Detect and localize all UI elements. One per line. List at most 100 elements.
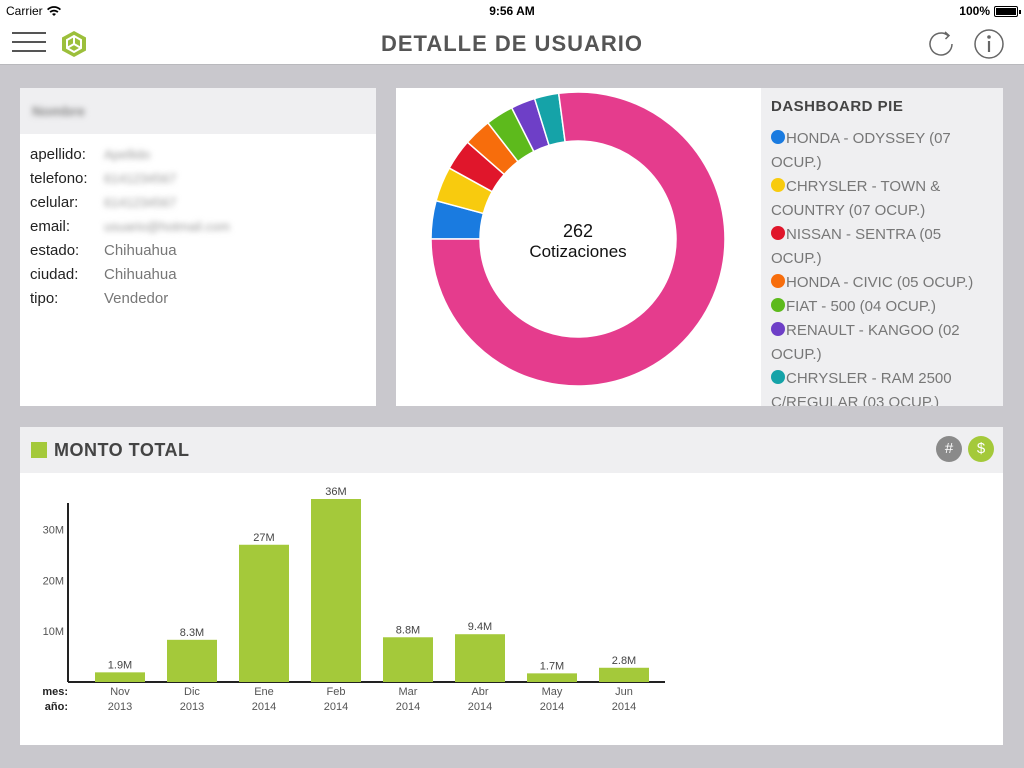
bar[interactable] — [599, 667, 649, 682]
battery-icon — [994, 5, 1021, 17]
donut-center-label: Cotizaciones — [529, 242, 626, 261]
legend-label: NISSAN - SENTRA (05 OCUP.) — [771, 226, 942, 267]
field-value: 6141234567 — [104, 170, 177, 186]
field-value: Apellido — [104, 146, 151, 162]
y-tick-label: 30M — [43, 525, 64, 537]
user-field-row: celular: 6141234567 — [30, 190, 376, 214]
refresh-icon[interactable] — [926, 28, 958, 60]
legend-item: FIAT - 500 (04 OCUP.) — [771, 295, 993, 319]
app-logo-icon — [62, 31, 86, 57]
legend-item: CHRYSLER - RAM 2500 C/REGULAR (03 OCUP.) — [771, 367, 993, 406]
field-value: Chihuahua — [104, 265, 177, 283]
y-tick-label: 20M — [43, 575, 64, 587]
monto-title: MONTO TOTAL — [54, 440, 190, 460]
user-field-row: apellido: Apellido — [30, 142, 376, 166]
legend-color-dot — [771, 274, 785, 288]
user-name: Nombre — [32, 103, 85, 119]
bar-value-label: 1.7M — [540, 660, 564, 672]
x-tick-year: 2014 — [540, 701, 564, 713]
x-tick-month: Abr — [471, 686, 488, 698]
wifi-icon — [46, 5, 61, 16]
x-tick-year: 2014 — [612, 701, 636, 713]
legend-color-dot — [771, 370, 785, 384]
status-time: 9:56 AM — [489, 4, 535, 18]
bar-value-label: 8.3M — [180, 627, 204, 639]
user-field-row: email: usuario@hotmail.com — [30, 214, 376, 238]
carrier-indicator: Carrier — [6, 4, 61, 18]
info-icon[interactable] — [973, 28, 1005, 60]
dashboard-pie-panel: 262 Cotizaciones DASHBOARD PIE HONDA - OD… — [396, 88, 1003, 406]
bar[interactable] — [239, 544, 289, 682]
year-row-label: año: — [45, 701, 68, 713]
legend-color-dot — [771, 226, 785, 240]
x-tick-year: 2014 — [324, 701, 348, 713]
legend-color-dot — [771, 322, 785, 336]
field-label: celular: — [30, 193, 79, 211]
x-tick-year: 2014 — [252, 701, 276, 713]
bar[interactable] — [383, 637, 433, 682]
legend-color-dot — [771, 178, 785, 192]
x-tick-month: Feb — [327, 686, 346, 698]
x-tick-month: Nov — [110, 686, 130, 698]
legend-item: RENAULT - KANGOO (02 OCUP.) — [771, 319, 993, 367]
carrier-label: Carrier — [6, 4, 43, 18]
legend-label: CHRYSLER - TOWN & COUNTRY (07 OCUP.) — [771, 178, 941, 219]
field-label: email: — [30, 217, 71, 235]
legend-item: NISSAN - SENTRA (05 OCUP.) — [771, 223, 993, 271]
x-tick-year: 2013 — [180, 701, 204, 713]
user-details-panel: Nombre apellido: Apellido telefono: 6141234… — [20, 88, 376, 406]
y-tick-label: 10M — [43, 626, 64, 638]
hamburger-menu-icon[interactable] — [12, 32, 46, 54]
legend-item: HONDA - ODYSSEY (07 OCUP.) — [771, 127, 993, 175]
field-label: telefono: — [30, 169, 88, 187]
bar-value-label: 27M — [253, 532, 274, 544]
user-field-row: tipo: Vendedor — [30, 286, 376, 310]
x-tick-year: 2013 — [108, 701, 132, 713]
x-tick-month: May — [542, 686, 563, 698]
field-label: apellido: — [30, 145, 86, 163]
field-value: 6141234567 — [104, 194, 177, 210]
battery-indicator: 100% — [959, 4, 1021, 18]
legend-label: FIAT - 500 (04 OCUP.) — [786, 298, 937, 315]
donut-center-value: 262 — [563, 221, 593, 241]
status-bar: Carrier 9:56 AM 100% — [0, 0, 1024, 22]
legend-color-dot — [771, 130, 785, 144]
field-label: tipo: — [30, 289, 59, 307]
bar-value-label: 8.8M — [396, 624, 420, 636]
donut-slice[interactable] — [430, 91, 726, 387]
field-label: ciudad: — [30, 265, 79, 283]
page-title: DETALLE DE USUARIO — [380, 31, 644, 56]
bar[interactable] — [527, 673, 577, 682]
bar[interactable] — [95, 672, 145, 682]
legend-label: HONDA - CIVIC (05 OCUP.) — [786, 274, 974, 291]
legend-label: HONDA - ODYSSEY (07 OCUP.) — [771, 130, 951, 171]
legend-label: CHRYSLER - RAM 2500 C/REGULAR (03 OCUP.) — [771, 370, 952, 406]
field-value: Chihuahua — [104, 241, 177, 259]
monto-header: MONTO TOTAL # $ — [20, 427, 1003, 473]
battery-label: 100% — [959, 4, 990, 18]
bar-value-label: 2.8M — [612, 655, 636, 667]
x-tick-month: Jun — [615, 686, 633, 698]
bar-value-label: 36M — [325, 486, 346, 498]
bar-value-label: 9.4M — [468, 621, 492, 633]
x-tick-year: 2014 — [396, 701, 420, 713]
legend-item: CHRYSLER - TOWN & COUNTRY (07 OCUP.) — [771, 175, 993, 223]
x-tick-month: Ene — [254, 686, 274, 698]
user-field-row: telefono: 6141234567 — [30, 166, 376, 190]
count-toggle-button[interactable]: # — [936, 436, 962, 462]
bar[interactable] — [455, 634, 505, 682]
bar[interactable] — [311, 499, 361, 682]
month-row-label: mes: — [42, 686, 68, 698]
bar-value-label: 1.9M — [108, 659, 132, 671]
x-tick-month: Dic — [184, 686, 200, 698]
legend-color-dot — [771, 298, 785, 312]
user-fields: apellido: Apellido telefono: 6141234567 celu… — [20, 134, 376, 310]
legend-label: RENAULT - KANGOO (02 OCUP.) — [771, 322, 960, 363]
user-header: Nombre — [20, 88, 376, 134]
monto-color-square — [31, 442, 47, 458]
monto-total-panel: MONTO TOTAL # $ 10M 20M 30M 1.9M Nov 2013 8.3M… — [20, 427, 1003, 745]
bar[interactable] — [167, 639, 217, 682]
amount-toggle-button[interactable]: $ — [968, 436, 994, 462]
pie-legend: DASHBOARD PIE HONDA - ODYSSEY (07 OCUP.)… — [761, 88, 1003, 406]
